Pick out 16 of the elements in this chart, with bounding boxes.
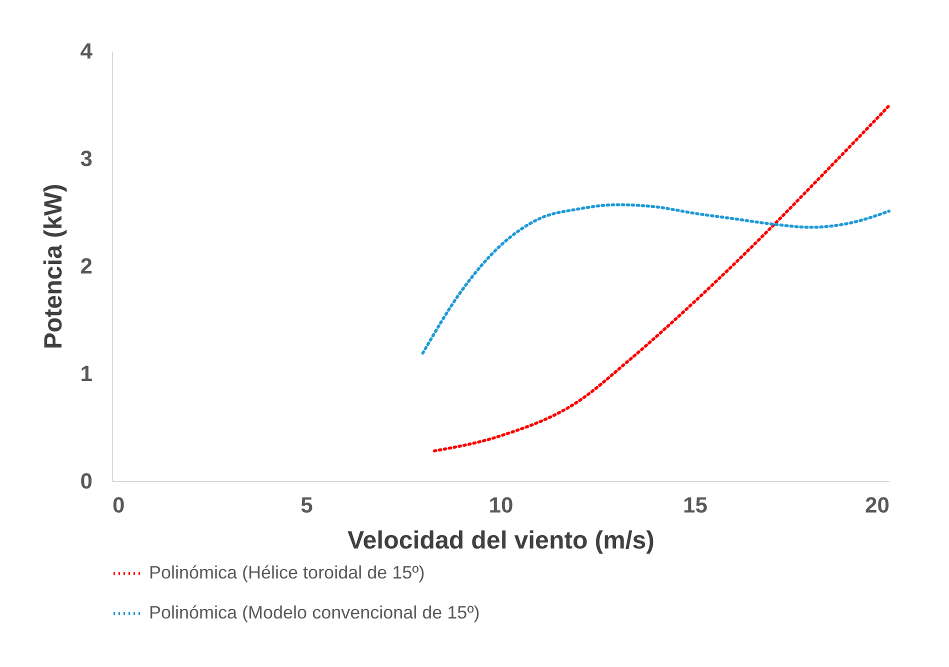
legend-label: Polinómica (Hélice toroidal de 15º) bbox=[149, 562, 425, 582]
y-axis-title: Potencia (kW) bbox=[39, 184, 68, 350]
y-tick-label: 0 bbox=[80, 468, 92, 494]
x-tick-label: 0 bbox=[112, 492, 125, 518]
y-tick-label: 4 bbox=[80, 38, 94, 64]
y-tick-label: 3 bbox=[80, 146, 92, 171]
x-tick-label: 20 bbox=[865, 492, 890, 518]
y-tick-label: 1 bbox=[80, 361, 92, 386]
x-axis-title: Velocidad del viento (m/s) bbox=[347, 526, 655, 554]
x-tick-label: 15 bbox=[683, 492, 708, 518]
x-tick-label: 5 bbox=[300, 492, 313, 518]
y-tick-label: 2 bbox=[80, 254, 92, 278]
legend-label: Polinómica (Modelo convencional de 15º) bbox=[149, 602, 480, 622]
x-tick-label: 10 bbox=[488, 492, 514, 518]
line-series bbox=[421, 203, 890, 355]
line-series bbox=[432, 104, 890, 452]
